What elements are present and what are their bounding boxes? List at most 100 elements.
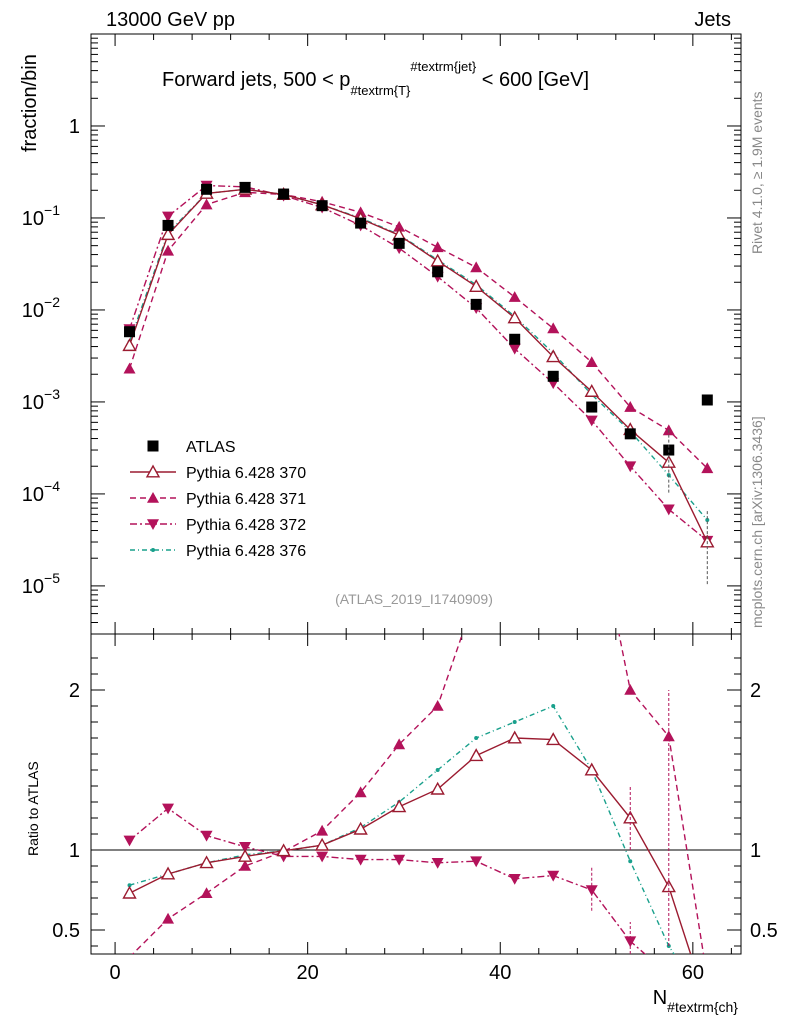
y-tick-label: 10−4	[22, 478, 60, 506]
ratio-point	[547, 870, 560, 882]
mc-point	[705, 518, 710, 523]
ratio-line	[129, 807, 646, 954]
ratio-line	[129, 705, 675, 954]
mc-point	[393, 220, 406, 232]
ratio-point	[551, 704, 556, 708]
ratio-point	[354, 786, 367, 798]
ratio-point	[314, 837, 330, 851]
mc-point	[508, 291, 521, 302]
ratio-point	[237, 848, 253, 862]
plot-title: Forward jets, 500 < p#textrm{T}#textrm{j…	[162, 59, 589, 98]
legend-item: Pythia 6.428 372	[130, 517, 306, 534]
ratio-point	[628, 859, 633, 864]
ratio-point	[507, 730, 522, 744]
y-tick-label: 10−2	[22, 294, 60, 322]
y-tick-label: 10−1	[22, 202, 60, 230]
legend: ATLAS Pythia 6.428 370 Pythia 6.428 371 Pyt…	[130, 439, 306, 560]
ratio-point	[200, 830, 213, 842]
ratio-point	[316, 851, 329, 863]
data-point	[393, 237, 405, 249]
mcplots-label: mcplots.cern.ch [arXiv:1306.3436]	[749, 416, 765, 628]
legend-label: ATLAS	[186, 439, 236, 456]
data-point	[701, 394, 713, 406]
mc-point	[162, 211, 175, 223]
mc-point	[468, 279, 484, 292]
ratio-line	[131, 634, 705, 954]
data-point	[278, 188, 290, 200]
main-series	[122, 180, 715, 586]
mc-point	[508, 343, 521, 355]
ratio-y-axis-label: Ratio to ATLAS	[25, 761, 41, 856]
ratio-series	[122, 634, 705, 954]
mc-point	[122, 338, 137, 352]
series-line	[128, 184, 708, 542]
ratio-point	[661, 879, 676, 893]
ratio-tick-label: 1	[69, 840, 80, 862]
data-point	[124, 326, 136, 338]
data-point	[509, 333, 521, 345]
y-axis-label: fraction/bin	[19, 54, 41, 152]
mc-point	[584, 384, 599, 397]
series-line	[128, 188, 708, 521]
ratio-point	[239, 860, 252, 871]
y-tick-label: 10−5	[22, 570, 60, 598]
mc-point	[662, 504, 675, 516]
data-point	[432, 266, 444, 278]
ratio-point	[127, 883, 132, 888]
ratio-point	[430, 781, 445, 795]
mc-point	[624, 401, 637, 412]
ratio-point	[584, 762, 599, 776]
legend-label: Pythia 6.428 372	[186, 517, 306, 534]
analysis-id: (ATLAS_2019_I1740909)	[335, 591, 493, 607]
ratio-point	[393, 738, 406, 750]
ratio-point	[468, 748, 484, 762]
legend-marker	[147, 492, 159, 503]
y-tick-label: 10−3	[22, 386, 60, 414]
legend-item: ATLAS	[147, 439, 236, 456]
data-point	[201, 183, 213, 195]
x-tick-label: 0	[110, 962, 121, 984]
ratio-tick-label-right: 2	[750, 680, 761, 702]
mc-point	[200, 198, 213, 210]
legend-label: Pythia 6.428 371	[186, 491, 306, 508]
legend-item: Pythia 6.428 371	[130, 491, 306, 508]
ratio-tick-label: 2	[69, 680, 80, 702]
data-point	[239, 181, 251, 193]
category-label: Jets	[694, 9, 731, 31]
x-tick-label: 20	[297, 962, 319, 984]
rivet-label: Rivet 4.1.0, ≥ 1.9M events	[749, 91, 765, 254]
legend-marker	[151, 548, 155, 552]
legend-label: Pythia 6.428 370	[186, 465, 306, 482]
legend-label: Pythia 6.428 376	[186, 543, 306, 560]
ratio-point	[624, 684, 637, 695]
ratio-point	[474, 736, 479, 740]
mc-point	[431, 241, 444, 253]
ratio-point	[435, 768, 440, 772]
ratio-point	[200, 887, 213, 898]
ratio-point	[431, 858, 444, 869]
ratio-point	[160, 866, 176, 880]
series-line	[128, 188, 708, 543]
mc-point	[507, 310, 522, 324]
ratio-tick-label: 0.5	[52, 920, 80, 942]
ratio-point	[512, 720, 517, 724]
ratio-point	[276, 843, 291, 857]
ratio-point	[354, 854, 367, 866]
mc-point	[585, 356, 598, 368]
mc-point	[162, 244, 175, 256]
data-point	[355, 217, 367, 229]
ratio-tick-label-right: 0.5	[750, 920, 778, 942]
ratio-point	[546, 732, 561, 746]
mc-point	[546, 349, 561, 363]
ratio-line	[129, 737, 692, 954]
mc-point	[160, 227, 176, 241]
ratio-point	[431, 700, 444, 711]
energy-label: 13000 GeV pp	[106, 9, 235, 31]
legend-marker	[145, 464, 161, 478]
mc-point	[547, 322, 560, 334]
ratio-point	[470, 856, 483, 868]
data-point	[316, 200, 328, 212]
legend-item: Pythia 6.428 370	[130, 464, 306, 482]
ratio-point	[199, 855, 214, 869]
